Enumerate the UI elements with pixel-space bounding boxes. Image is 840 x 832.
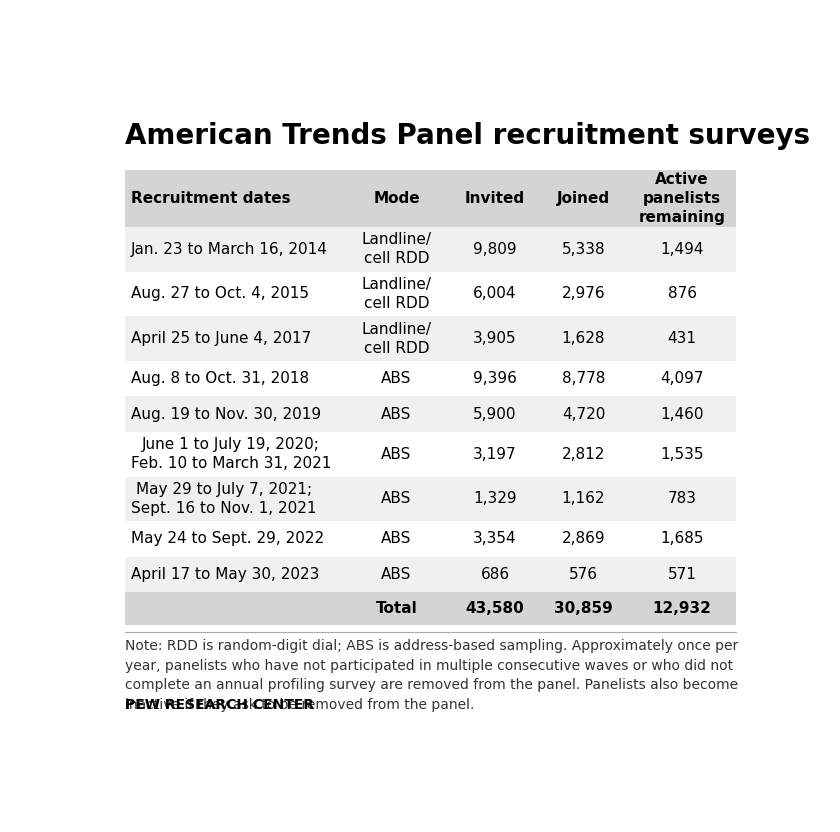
Text: 1,685: 1,685 [660,532,704,547]
Text: 1,329: 1,329 [473,492,517,507]
Text: 43,580: 43,580 [465,601,524,616]
Text: 2,869: 2,869 [562,532,606,547]
Text: 30,859: 30,859 [554,601,613,616]
Text: 1,494: 1,494 [660,241,704,256]
Text: American Trends Panel recruitment surveys: American Trends Panel recruitment survey… [124,122,810,151]
Text: 1,162: 1,162 [562,492,606,507]
Text: 5,338: 5,338 [562,241,606,256]
Text: Aug. 8 to Oct. 31, 2018: Aug. 8 to Oct. 31, 2018 [131,371,309,386]
Text: PEW RESEARCH CENTER: PEW RESEARCH CENTER [124,698,313,712]
Text: ABS: ABS [381,567,412,582]
Text: 3,905: 3,905 [473,331,517,346]
Text: 2,976: 2,976 [562,286,606,301]
Text: 12,932: 12,932 [653,601,711,616]
Bar [124,361,737,397]
Text: ABS: ABS [381,371,412,386]
Text: 4,097: 4,097 [660,371,704,386]
Bar [124,592,737,625]
Text: Note: RDD is random-digit dial; ABS is address-based sampling. Approximately onc: Note: RDD is random-digit dial; ABS is a… [124,639,738,711]
Bar [124,171,737,226]
Bar [124,316,737,361]
Text: June 1 to July 19, 2020;
Feb. 10 to March 31, 2021: June 1 to July 19, 2020; Feb. 10 to Marc… [131,438,332,471]
Text: ABS: ABS [381,447,412,462]
Text: Joined: Joined [557,191,610,206]
Text: Aug. 19 to Nov. 30, 2019: Aug. 19 to Nov. 30, 2019 [131,407,321,422]
Text: 3,354: 3,354 [473,532,517,547]
Text: Active
panelists
remaining: Active panelists remaining [638,172,726,225]
Text: Aug. 27 to Oct. 4, 2015: Aug. 27 to Oct. 4, 2015 [131,286,309,301]
Text: ABS: ABS [381,407,412,422]
Text: Recruitment dates: Recruitment dates [131,191,291,206]
Bar [124,522,737,557]
Text: May 24 to Sept. 29, 2022: May 24 to Sept. 29, 2022 [131,532,324,547]
Text: 571: 571 [668,567,696,582]
Text: 1,628: 1,628 [562,331,606,346]
Text: 576: 576 [569,567,598,582]
Text: 8,778: 8,778 [562,371,605,386]
Text: Jan. 23 to March 16, 2014: Jan. 23 to March 16, 2014 [131,241,328,256]
Text: 431: 431 [668,331,696,346]
Text: 9,396: 9,396 [473,371,517,386]
Text: 1,535: 1,535 [660,447,704,462]
Text: 9,809: 9,809 [473,241,517,256]
Text: 5,900: 5,900 [474,407,517,422]
Text: 2,812: 2,812 [562,447,605,462]
Bar [124,226,737,271]
Text: ABS: ABS [381,532,412,547]
Text: Invited: Invited [465,191,525,206]
Text: ABS: ABS [381,492,412,507]
Text: 686: 686 [480,567,510,582]
Bar [124,557,737,592]
Bar [124,477,737,522]
Text: 1,460: 1,460 [660,407,704,422]
Text: 876: 876 [668,286,696,301]
Text: 783: 783 [668,492,696,507]
Text: Landline/
cell RDD: Landline/ cell RDD [361,232,432,266]
Text: 6,004: 6,004 [474,286,517,301]
Text: May 29 to July 7, 2021;
Sept. 16 to Nov. 1, 2021: May 29 to July 7, 2021; Sept. 16 to Nov.… [131,483,317,516]
Bar [124,271,737,316]
Text: 3,197: 3,197 [473,447,517,462]
Text: Total: Total [375,601,417,616]
Text: Mode: Mode [373,191,420,206]
Text: April 25 to June 4, 2017: April 25 to June 4, 2017 [131,331,312,346]
Bar [124,432,737,477]
Text: Landline/
cell RDD: Landline/ cell RDD [361,277,432,311]
Bar [124,397,737,432]
Text: 4,720: 4,720 [562,407,605,422]
Text: April 17 to May 30, 2023: April 17 to May 30, 2023 [131,567,319,582]
Text: Landline/
cell RDD: Landline/ cell RDD [361,322,432,355]
